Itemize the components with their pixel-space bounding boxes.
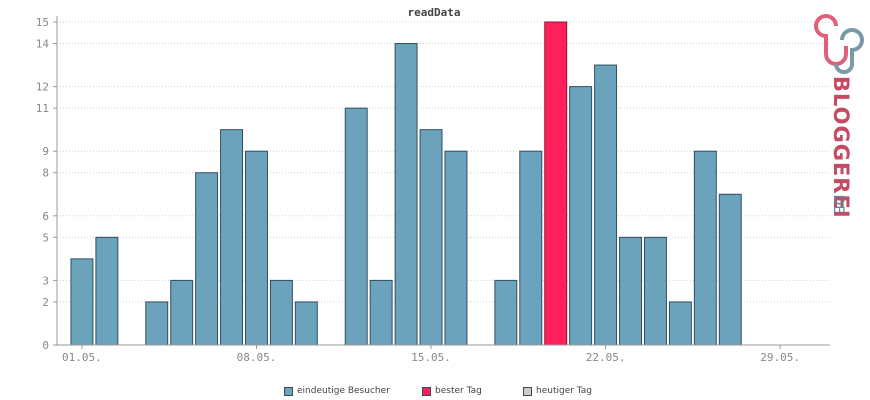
- bar: [643, 236, 667, 346]
- bar: [394, 43, 418, 346]
- y-tick-label: 8: [42, 167, 49, 180]
- x-tick-label: 01.05.: [62, 351, 102, 364]
- legend-swatch-best-day: [422, 386, 431, 396]
- x-tick-label: 22.05.: [586, 351, 626, 364]
- bar: [419, 129, 443, 346]
- y-axis-ticks: 0 2 3 5 6 8 9 11 12 14 15: [36, 16, 57, 352]
- logo-text: BLOGGEREI: [829, 76, 853, 219]
- logo-suffix: .DE: [830, 190, 846, 214]
- y-tick-label: 9: [42, 145, 49, 158]
- bar: [594, 64, 618, 346]
- legend-swatch-visitors: [284, 386, 293, 396]
- x-tick-label: 29.05.: [760, 351, 800, 364]
- x-axis-ticks: 01.05. 08.05. 15.05. 22.05. 29.05.: [62, 345, 800, 364]
- bar: [195, 172, 219, 346]
- bar: [344, 107, 368, 346]
- y-tick-label: 14: [36, 38, 50, 51]
- y-tick-label: 0: [42, 339, 49, 352]
- y-tick-label: 5: [42, 231, 49, 244]
- bar: [245, 150, 268, 346]
- bar: [718, 193, 742, 346]
- y-tick-label: 6: [42, 210, 49, 223]
- legend-label-visitors: eindeutige Besucher: [297, 386, 390, 396]
- legend-label-today: heutiger Tag: [536, 386, 593, 396]
- chart-axes: [56, 16, 830, 346]
- legend-item-visitors: eindeutige Besucher: [284, 386, 390, 396]
- chart-bars: [70, 21, 742, 346]
- bar: [70, 258, 94, 346]
- bar: [519, 150, 543, 346]
- y-tick-label: 3: [42, 274, 49, 287]
- bar: [269, 279, 293, 346]
- bar: [569, 86, 593, 346]
- y-tick-label: 15: [36, 16, 49, 29]
- bloggerei-logo: BLOGGEREI .DE: [806, 14, 870, 224]
- legend-item-best-day: bester Tag: [422, 386, 482, 396]
- bar: [95, 236, 119, 346]
- legend-swatch-today: [523, 386, 532, 396]
- legend-item-today: heutiger Tag: [523, 386, 592, 396]
- bar: [369, 279, 393, 346]
- x-tick-label: 15.05.: [411, 351, 451, 364]
- bar: [619, 236, 642, 346]
- bar: [220, 129, 244, 346]
- bar: [170, 279, 194, 346]
- bar: [294, 301, 318, 346]
- bar: [693, 150, 717, 346]
- bar: [145, 301, 169, 346]
- chart-title: readData: [408, 6, 461, 19]
- bar-best-day: [544, 21, 568, 346]
- x-tick-label: 08.05.: [237, 351, 277, 364]
- bar: [494, 279, 518, 346]
- bar: [668, 301, 692, 346]
- chart-legend: eindeutige Besucher bester Tag heutiger …: [0, 384, 870, 400]
- bar: [444, 150, 468, 346]
- y-tick-label: 2: [42, 296, 49, 309]
- y-tick-label: 12: [36, 81, 49, 94]
- legend-label-best-day: bester Tag: [435, 386, 482, 396]
- y-tick-label: 11: [36, 102, 49, 115]
